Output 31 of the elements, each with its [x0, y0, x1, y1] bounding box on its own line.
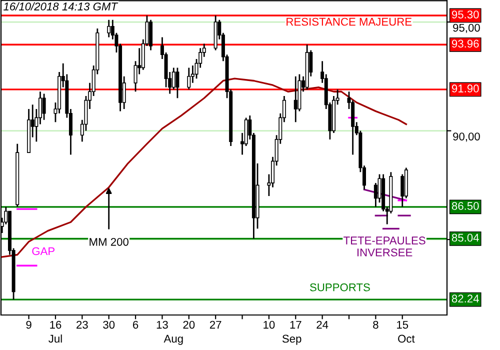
x2-tick-label: Sep	[282, 334, 302, 345]
annotation: SUPPORTS	[310, 283, 370, 292]
x-tick-label: 9	[26, 320, 32, 329]
ref-line-label: 93.96	[452, 40, 479, 48]
x2-tick-label: Jul	[48, 334, 62, 343]
y-tick-label: 95,00	[453, 24, 480, 34]
annotation: MM 200	[90, 238, 128, 246]
annotation: RESISTANCE MAJEURE	[286, 18, 412, 26]
chart-title: 16/10/2018 14:13 GMT	[4, 2, 118, 10]
x-tick-label: 6	[133, 320, 138, 329]
annotation: GAP	[32, 247, 55, 256]
x2-tick-label: Aug	[164, 334, 183, 345]
ref-line-label: 85.04	[452, 234, 479, 242]
ref-line-label: 91.90	[452, 84, 479, 92]
x-tick-label: 30	[103, 320, 115, 329]
ref-line-label: 82.24	[452, 294, 479, 303]
y-tick-label: 90,00	[453, 132, 480, 142]
x-tick-label: 27	[210, 320, 222, 329]
x-tick-label: 13	[156, 320, 168, 329]
x-tick-label: 8	[373, 320, 378, 329]
ref-line-label: 86.50	[452, 202, 479, 210]
x2-tick-label: Oct	[398, 334, 415, 343]
x-tick-label: 15	[397, 320, 408, 329]
x-tick-label: 17	[290, 320, 302, 329]
x-tick-label: 10	[264, 320, 275, 329]
annotation: TETE-EPAULES INVERSEE	[344, 236, 426, 256]
ref-line-label: 95.30	[452, 10, 479, 18]
x-tick-label: 16	[50, 320, 62, 329]
x-tick-label: 23	[76, 320, 88, 329]
x-tick-label: 20	[183, 320, 195, 329]
x-tick-label: 24	[316, 320, 328, 329]
